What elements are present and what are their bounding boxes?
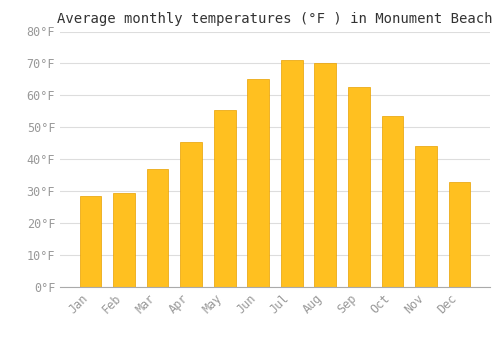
Title: Average monthly temperatures (°F ) in Monument Beach: Average monthly temperatures (°F ) in Mo…	[57, 12, 493, 26]
Bar	[448, 182, 470, 287]
Bar	[180, 142, 202, 287]
Bar	[382, 116, 404, 287]
Bar	[214, 110, 236, 287]
Bar	[80, 196, 102, 287]
Bar	[314, 63, 336, 287]
Bar	[281, 60, 302, 287]
Bar	[248, 79, 269, 287]
Bar	[348, 88, 370, 287]
Bar	[113, 193, 135, 287]
Bar	[146, 169, 169, 287]
Bar	[415, 146, 437, 287]
